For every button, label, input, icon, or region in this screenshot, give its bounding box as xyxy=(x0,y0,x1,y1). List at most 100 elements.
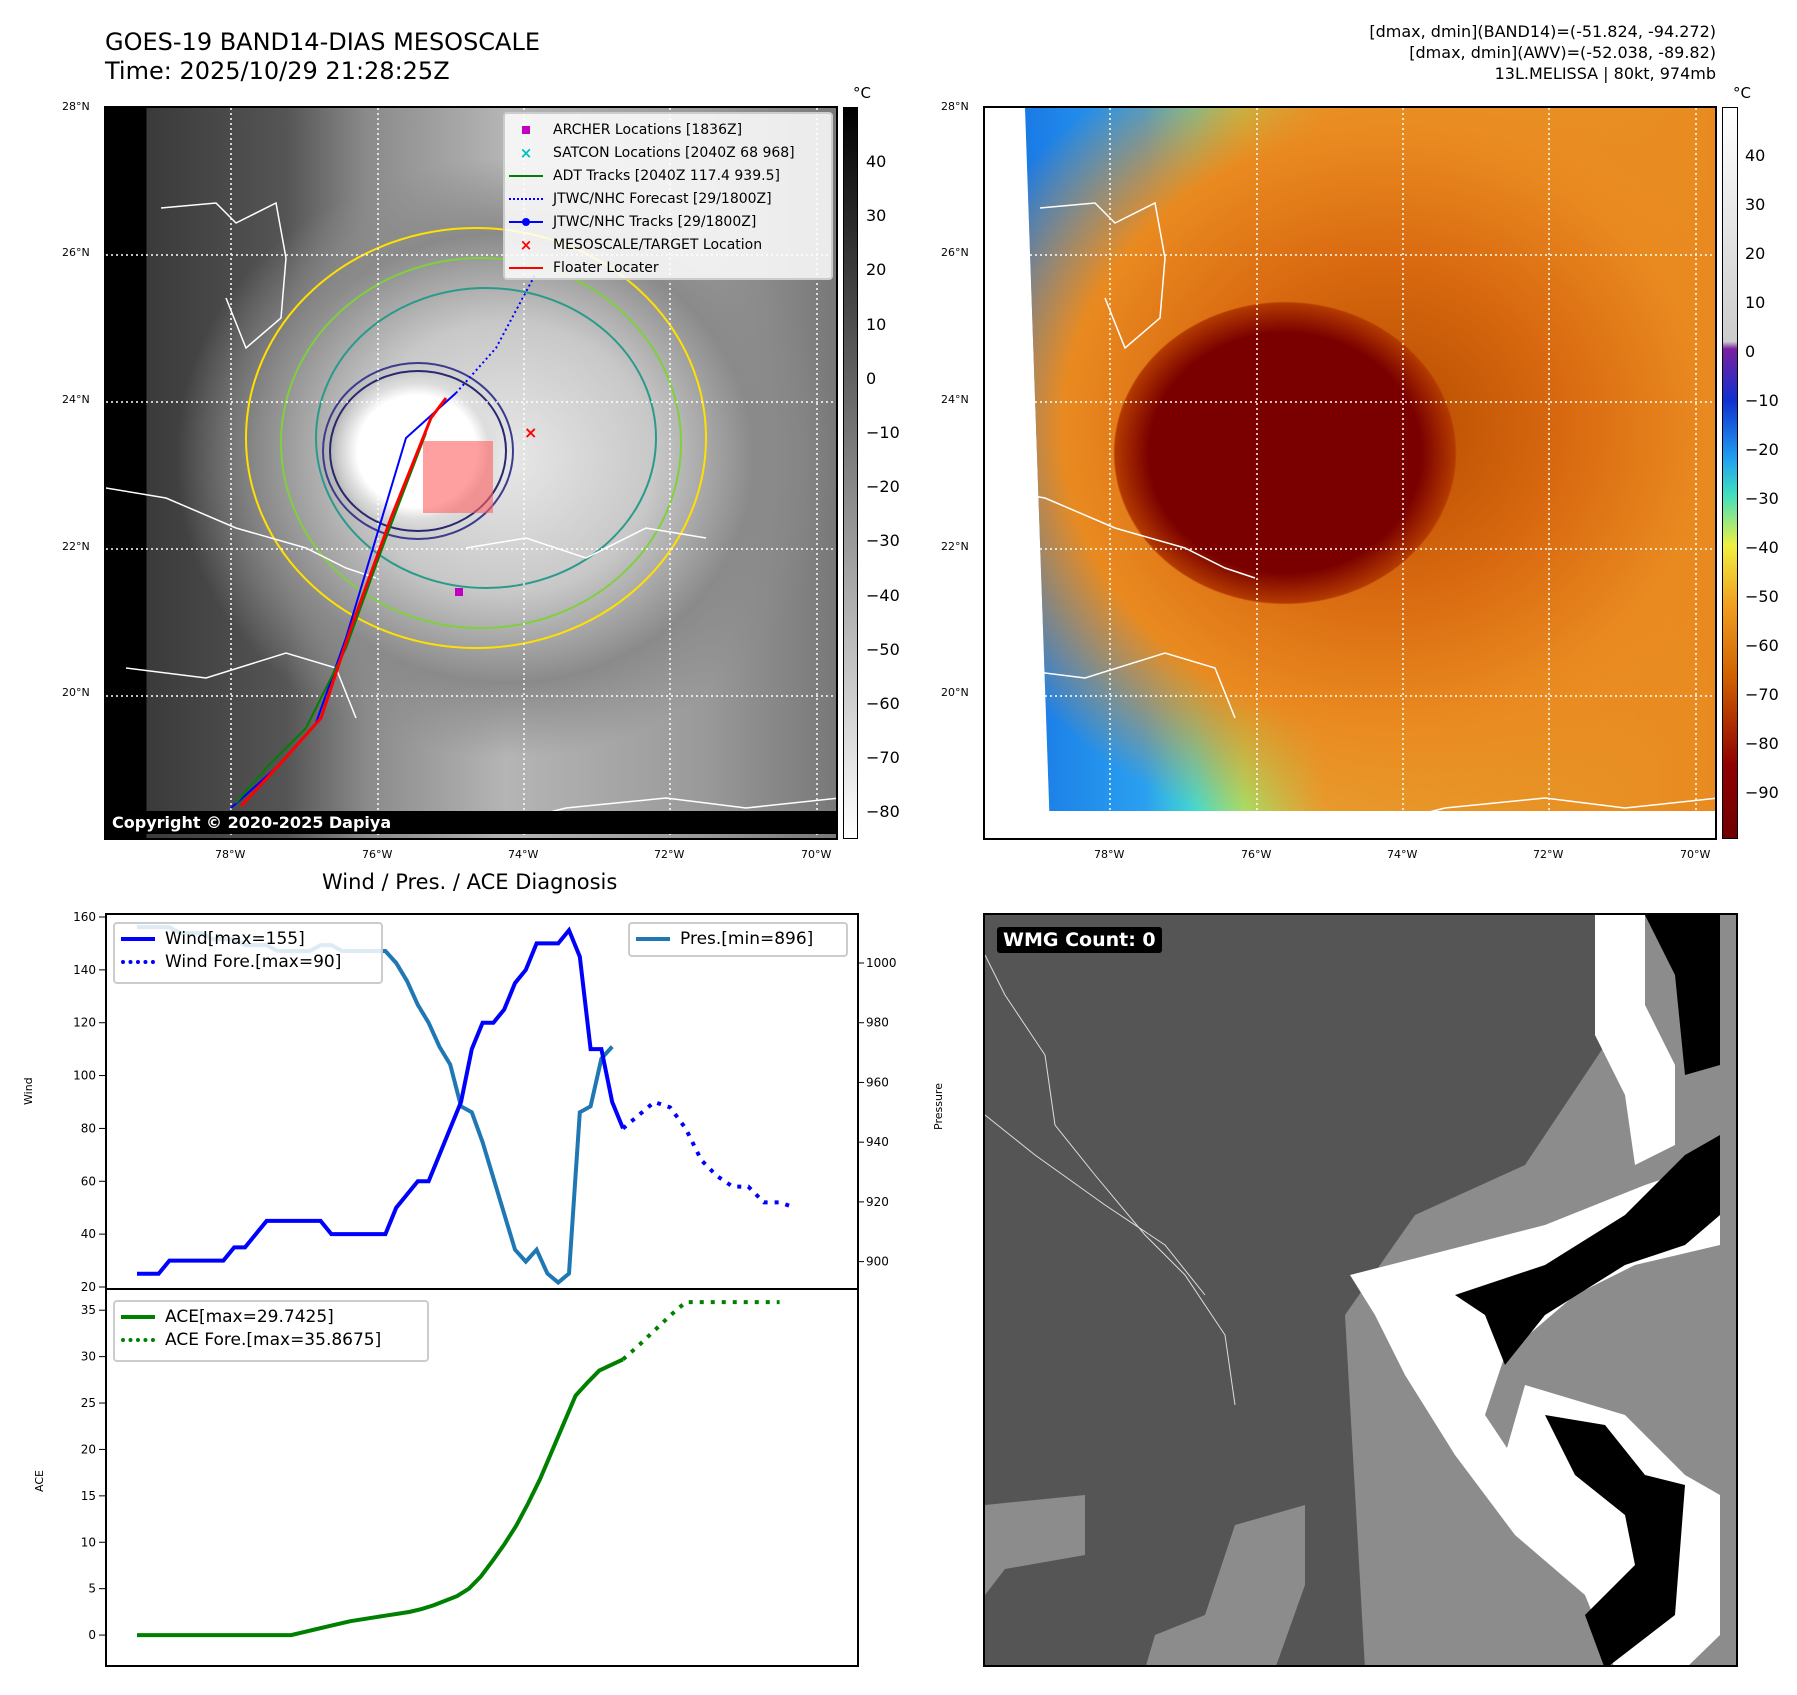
lat-label: 24°N xyxy=(62,393,90,406)
lon-label: 78°W xyxy=(215,848,246,861)
colorbar-left-tick: −50 xyxy=(866,639,900,659)
colorbar-right xyxy=(1722,107,1738,839)
awv-map xyxy=(983,106,1717,840)
wind-tick-label: 40 xyxy=(81,1227,96,1241)
colorbar-left-tick: −80 xyxy=(866,802,900,822)
legend-label: JTWC/NHC Tracks [29/1800Z] xyxy=(553,213,757,230)
stats-awv: [dmax, dmin](AWV)=(-52.038, -89.82) xyxy=(1409,43,1716,62)
ace-tick-label: 25 xyxy=(81,1396,96,1410)
ace-tick-label: 30 xyxy=(81,1350,96,1364)
colorbar-left-tick: −30 xyxy=(866,531,900,551)
ir-map: × ARCHER Locations [1836Z] × SATCON Locati… xyxy=(104,106,838,840)
lon-label: 70°W xyxy=(1680,848,1711,861)
wind-tick-label: 100 xyxy=(73,1069,96,1083)
colorbar-left-tick: −10 xyxy=(866,423,900,442)
wind-tick-label: 20 xyxy=(81,1280,96,1294)
x-marker-icon: × xyxy=(519,143,533,162)
legend-label: ARCHER Locations [1836Z] xyxy=(553,121,743,138)
lat-label: 20°N xyxy=(941,686,969,699)
lat-label: 28°N xyxy=(941,100,969,113)
stats-band14: [dmax, dmin](BAND14)=(-51.824, -94.272) xyxy=(1369,22,1716,41)
x-marker-icon: × xyxy=(519,235,533,254)
ace-tick-label: 5 xyxy=(88,1582,96,1596)
line-icon xyxy=(509,174,543,177)
ace-tick-label: 0 xyxy=(88,1628,96,1642)
wind-tick-label: 160 xyxy=(73,910,96,924)
lat-label: 22°N xyxy=(62,540,90,553)
legend-wind: Wind[max=155] xyxy=(165,928,305,949)
colorbar-left-tick: 10 xyxy=(866,314,887,334)
pressure-tick-label: 960 xyxy=(866,1075,889,1089)
colorbar-right-tick: −90 xyxy=(1745,783,1779,802)
colorbar-right-tick: −80 xyxy=(1745,734,1779,753)
legend-wind-forecast: Wind Fore.[max=90] xyxy=(165,951,342,972)
colorbar-left-tick: 0 xyxy=(866,368,877,388)
awv-map-overlay xyxy=(985,108,1715,838)
colorbar-right-tick: −50 xyxy=(1745,587,1779,606)
wind-tick-label: 120 xyxy=(73,1016,96,1030)
wind-tick-label: 60 xyxy=(81,1174,96,1188)
dotted-line-icon xyxy=(509,197,543,200)
pressure-legend: Pres.[min=896] xyxy=(628,922,848,957)
colorbar-right-tick: −10 xyxy=(1745,391,1779,410)
ace-tick-label: 35 xyxy=(81,1303,96,1317)
colorbar-left-tick: −20 xyxy=(866,477,900,497)
map-legend-item: × MESOSCALE/TARGET Location xyxy=(509,233,827,256)
ace-tick-label: 10 xyxy=(81,1535,96,1549)
ir-map-overlay: × xyxy=(106,108,836,838)
wind-axis-label: Wind xyxy=(22,1077,35,1105)
lat-label: 26°N xyxy=(62,246,90,259)
map-legend-item: JTWC/NHC Tracks [29/1800Z] xyxy=(509,210,827,233)
map-legend-item: × SATCON Locations [2040Z 68 968] xyxy=(509,141,827,164)
svg-text:×: × xyxy=(524,423,537,442)
legend-ace-forecast: ACE Fore.[max=35.8675] xyxy=(165,1329,382,1350)
ace-tick-label: 15 xyxy=(81,1489,96,1503)
colorbar-right-tick: −30 xyxy=(1745,489,1779,508)
legend-pressure: Pres.[min=896] xyxy=(680,928,814,949)
map-legend-item: JTWC/NHC Forecast [29/1800Z] xyxy=(509,187,827,210)
wind-legend: Wind[max=155] Wind Fore.[max=90] xyxy=(113,922,383,984)
line-icon xyxy=(509,266,543,269)
colorbar-left-tick: −60 xyxy=(866,694,900,713)
colorbar-left xyxy=(843,107,858,839)
map-legend-item: Floater Locater xyxy=(509,256,827,279)
lat-label: 28°N xyxy=(62,100,90,113)
ace-legend: ACE[max=29.7425] ACE Fore.[max=35.8675] xyxy=(113,1300,429,1362)
colorbar-left-tick: −70 xyxy=(866,748,900,768)
colorbar-left-tick: 30 xyxy=(866,206,887,226)
pressure-tick-label: 980 xyxy=(866,1016,889,1030)
line-dot-icon xyxy=(509,217,543,226)
copyright: Copyright © 2020-2025 Dapiya xyxy=(108,811,836,834)
wmg-field xyxy=(985,915,1736,1665)
lon-label: 70°W xyxy=(801,848,832,861)
colorbar-right-tick: −70 xyxy=(1745,685,1779,704)
colorbar-right-tick: −20 xyxy=(1745,440,1779,459)
wind-tick-label: 140 xyxy=(73,963,96,977)
colorbar-right-tick: 20 xyxy=(1745,244,1766,263)
pressure-axis-label: Pressure xyxy=(932,1083,945,1130)
square-marker-icon xyxy=(509,125,543,134)
ace-axis-label: ACE xyxy=(33,1470,46,1492)
lat-label: 20°N xyxy=(62,686,90,699)
colorbar-right-tick: −40 xyxy=(1745,538,1779,557)
lon-label: 72°W xyxy=(654,848,685,861)
lon-label: 72°W xyxy=(1533,848,1564,861)
storm-info: 13L.MELISSA | 80kt, 974mb xyxy=(1494,64,1716,83)
colorbar-left-unit: °C xyxy=(853,84,871,102)
wmg-panel: WMG Count: 0 xyxy=(983,913,1738,1667)
pressure-tick-label: 920 xyxy=(866,1195,889,1209)
figure-time: Time: 2025/10/29 21:28:25Z xyxy=(105,57,450,85)
colorbar-right-tick: −60 xyxy=(1745,636,1779,655)
diagnosis-title: Wind / Pres. / ACE Diagnosis xyxy=(322,870,618,894)
map-legend-item: ADT Tracks [2040Z 117.4 939.5] xyxy=(509,164,827,187)
legend-label: Floater Locater xyxy=(553,259,659,276)
pressure-tick-label: 1000 xyxy=(866,956,897,970)
colorbar-left-tick: −40 xyxy=(866,585,900,605)
legend-label: ADT Tracks [2040Z 117.4 939.5] xyxy=(553,167,780,184)
legend-label: JTWC/NHC Forecast [29/1800Z] xyxy=(553,190,772,207)
lon-label: 76°W xyxy=(1241,848,1272,861)
lon-label: 74°W xyxy=(508,848,539,861)
legend-label: MESOSCALE/TARGET Location xyxy=(553,236,763,253)
